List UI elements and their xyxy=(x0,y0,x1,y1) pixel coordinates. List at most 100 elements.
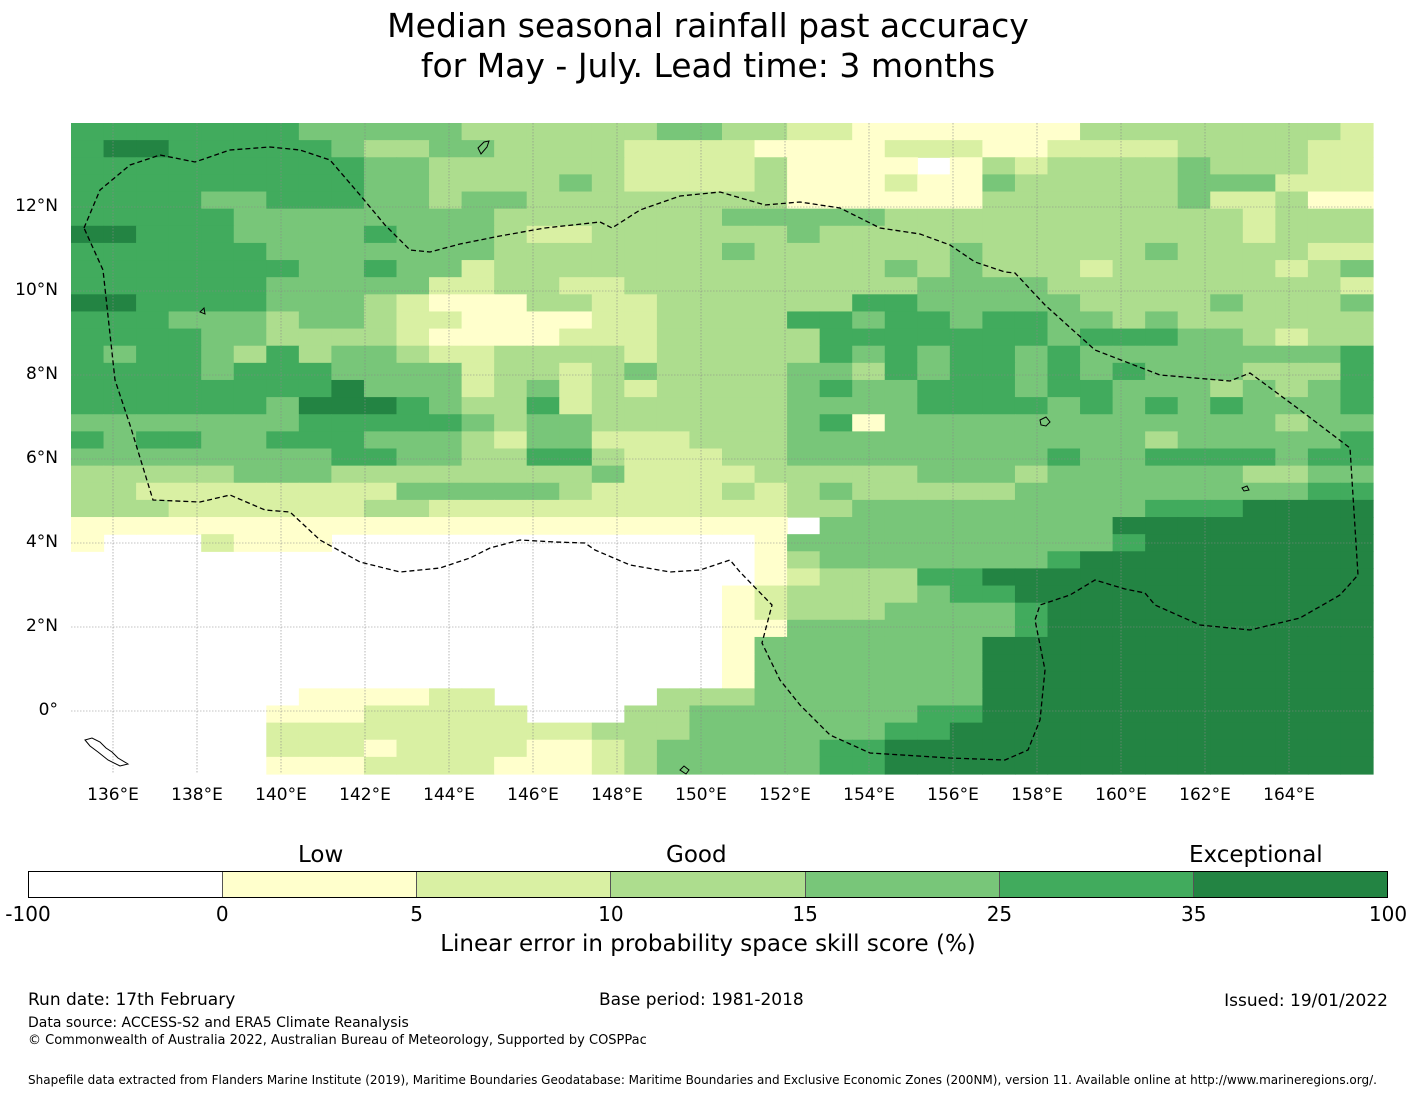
map-cell xyxy=(1210,414,1244,432)
map-cell xyxy=(689,362,723,381)
map-cell xyxy=(1242,294,1276,313)
map-cell xyxy=(71,208,105,227)
map-cell xyxy=(136,157,170,175)
map-cell xyxy=(982,671,1016,689)
map-cell xyxy=(461,311,495,330)
map-cell xyxy=(1047,414,1081,432)
map-cell xyxy=(1177,602,1211,621)
map-cell xyxy=(949,362,983,381)
map-cell xyxy=(917,585,951,604)
map-cell xyxy=(363,225,398,244)
map-cell xyxy=(103,242,137,261)
map-cell xyxy=(1014,140,1049,158)
map-cell xyxy=(1112,379,1146,398)
map-cell xyxy=(1080,225,1114,244)
map-cell xyxy=(233,157,267,175)
map-cell xyxy=(331,705,365,724)
map-cell xyxy=(949,174,983,193)
map-cell xyxy=(1014,756,1049,775)
map-cell xyxy=(429,499,463,518)
map-cell xyxy=(1242,225,1276,244)
map-cell xyxy=(1112,688,1146,707)
map-cell xyxy=(103,225,137,244)
map-cell xyxy=(591,208,625,227)
map-cell xyxy=(1307,277,1342,295)
map-cell xyxy=(429,191,463,210)
map-cell xyxy=(1080,379,1114,398)
map-cell xyxy=(819,636,853,655)
map-cell xyxy=(1080,448,1114,467)
map-cell xyxy=(1145,739,1179,758)
map-cell xyxy=(787,379,821,398)
map-cell xyxy=(722,585,756,604)
map-cell xyxy=(1275,499,1309,518)
map-cell xyxy=(1340,688,1374,707)
map-cell xyxy=(1210,208,1244,227)
map-cell xyxy=(884,671,918,689)
map-cell xyxy=(656,448,691,467)
map-cell xyxy=(591,191,625,210)
map-cell xyxy=(1145,362,1179,381)
map-cell xyxy=(136,174,170,193)
atoll-outline xyxy=(679,765,690,775)
map-cell xyxy=(71,260,105,278)
map-cell xyxy=(559,140,593,158)
map-cell xyxy=(1047,739,1081,758)
map-cell xyxy=(754,311,788,330)
map-cell xyxy=(1047,277,1081,295)
map-cell xyxy=(787,499,821,518)
map-cell xyxy=(168,465,202,484)
map-cell xyxy=(884,311,918,330)
map-cell xyxy=(982,551,1016,570)
map-cell xyxy=(1210,739,1244,758)
map-cell xyxy=(1177,619,1211,638)
map-cell xyxy=(1340,654,1374,672)
map-cell xyxy=(331,242,365,261)
map-cell xyxy=(1242,191,1276,210)
map-cell xyxy=(494,362,528,381)
map-cell xyxy=(1210,140,1244,158)
map-cell xyxy=(982,431,1016,450)
map-cell xyxy=(689,431,723,450)
map-cell xyxy=(884,722,918,741)
map-cell xyxy=(266,260,300,278)
map-cell xyxy=(559,739,593,758)
map-cell xyxy=(689,379,723,398)
map-cell xyxy=(1340,739,1374,758)
map-cell xyxy=(1080,208,1114,227)
map-cell xyxy=(917,482,951,501)
map-cell xyxy=(819,431,853,450)
map-cell xyxy=(1340,397,1374,415)
map-cell xyxy=(526,123,560,141)
map-cell xyxy=(1275,311,1309,330)
map-cell xyxy=(298,123,332,141)
map-cell xyxy=(71,465,105,484)
map-cell xyxy=(917,345,951,364)
map-cell xyxy=(1145,140,1179,158)
map-cell xyxy=(1210,157,1244,175)
map-cell xyxy=(103,379,137,398)
map-cell xyxy=(1340,191,1374,210)
map-cell xyxy=(949,242,983,261)
map-cell xyxy=(168,242,202,261)
map-cell xyxy=(917,328,951,347)
map-cell xyxy=(233,123,267,141)
map-cell xyxy=(1047,157,1081,175)
x-tick-label: 146°E xyxy=(507,785,559,805)
map-cell xyxy=(917,671,951,689)
map-cell xyxy=(1145,636,1179,655)
map-cell xyxy=(949,345,983,364)
map-cell xyxy=(1307,585,1342,604)
map-cell xyxy=(1340,619,1374,638)
map-cell xyxy=(1242,414,1276,432)
map-cell xyxy=(266,294,300,313)
map-cell xyxy=(103,414,137,432)
map-cell xyxy=(1112,465,1146,484)
map-cell xyxy=(917,568,951,587)
map-cell xyxy=(787,140,821,158)
map-cell xyxy=(494,397,528,415)
map-cell xyxy=(1307,671,1342,689)
y-tick-label: 10°N xyxy=(15,280,58,300)
map-cell xyxy=(884,551,918,570)
map-cell xyxy=(1080,157,1114,175)
